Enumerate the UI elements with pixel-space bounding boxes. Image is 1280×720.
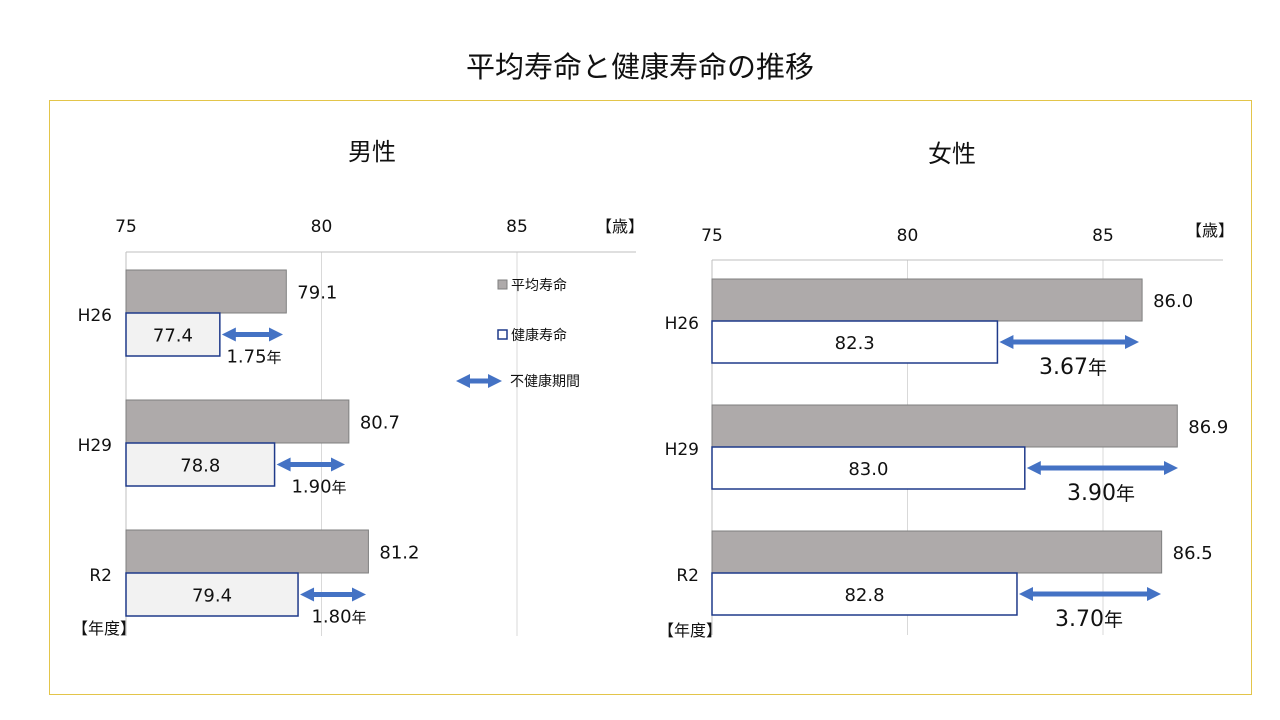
gap-value: 3.67 [1039,355,1088,380]
avg-bar [125,269,287,314]
gap-unit: 年 [1088,357,1107,379]
chart-title: 男性 [348,138,396,166]
avg-value-label: 80.7 [360,413,400,434]
gap-arrow [300,587,366,602]
gap-value: 3.90 [1067,481,1116,506]
healthy-bar [711,446,1026,490]
healthy-value-label: 82.3 [835,333,875,354]
legend-label: 不健康期間 [510,373,580,390]
gap-arrow [276,457,345,472]
page-title: 平均寿命と健康寿命の推移 [465,50,814,84]
legend-label: 健康寿命 [511,327,567,344]
gap-arrow [1026,461,1178,475]
gap-label: 3.90年 [1067,481,1135,506]
healthy-bar [125,442,276,487]
chart-title: 女性 [928,140,976,168]
healthy-value-label: 82.8 [844,585,884,606]
category-label: H26 [665,314,699,334]
gap-value: 1.90 [291,477,331,498]
healthy-value-label: 79.4 [192,586,232,607]
avg-bar [711,404,1178,448]
category-label: H29 [665,440,699,460]
tick-label: 80 [311,217,333,237]
healthy-bar [711,320,999,364]
avg-bar [711,530,1163,574]
category-label: H26 [78,306,112,326]
gap-unit: 年 [352,609,367,627]
avg-value-label: 86.9 [1188,417,1228,438]
gap-label: 1.80年 [311,607,366,628]
gap-label: 1.75年 [226,347,281,368]
tick-label: 75 [701,226,723,246]
x-axis-unit: 【歳】 [1186,221,1234,240]
gap-unit: 年 [1116,483,1135,505]
gap-unit: 年 [332,479,347,497]
chart-frame [49,100,1252,695]
avg-value-label: 79.1 [297,283,337,304]
gap-label: 3.67年 [1039,355,1107,380]
avg-bar [125,529,369,574]
x-axis-unit: 【歳】 [596,217,644,236]
category-label: R2 [89,566,112,586]
gap-arrow [221,327,283,342]
healthy-bar [711,572,1018,616]
gap-arrow [1018,587,1161,601]
avg-bar [711,278,1143,322]
legend-label: 平均寿命 [511,277,567,294]
gap-value: 3.70 [1055,607,1104,632]
legend-swatch-healthy [497,329,508,340]
healthy-bar [125,572,299,617]
gap-value: 1.75 [226,347,266,368]
y-axis-unit: 【年度】 [658,621,722,640]
healthy-value-label: 78.8 [180,456,220,477]
healthy-bar [125,312,221,357]
avg-value-label: 86.5 [1173,543,1213,564]
tick-label: 80 [897,226,919,246]
gap-unit: 年 [267,349,282,367]
gap-value: 1.80 [311,607,351,628]
gap-unit: 年 [1104,609,1123,631]
gap-arrow [999,335,1139,349]
tick-label: 75 [115,217,137,237]
category-label: H29 [78,436,112,456]
avg-value-label: 86.0 [1153,291,1193,312]
avg-bar [125,399,350,444]
gap-label: 1.90年 [291,477,346,498]
legend-swatch-arrow [456,374,502,388]
gap-label: 3.70年 [1055,607,1123,632]
healthy-value-label: 83.0 [848,459,888,480]
healthy-value-label: 77.4 [153,326,193,347]
legend-swatch-avg [497,279,508,290]
y-axis-unit: 【年度】 [72,619,136,638]
avg-value-label: 81.2 [379,543,419,564]
tick-label: 85 [1092,226,1114,246]
tick-label: 85 [506,217,528,237]
category-label: R2 [676,566,699,586]
